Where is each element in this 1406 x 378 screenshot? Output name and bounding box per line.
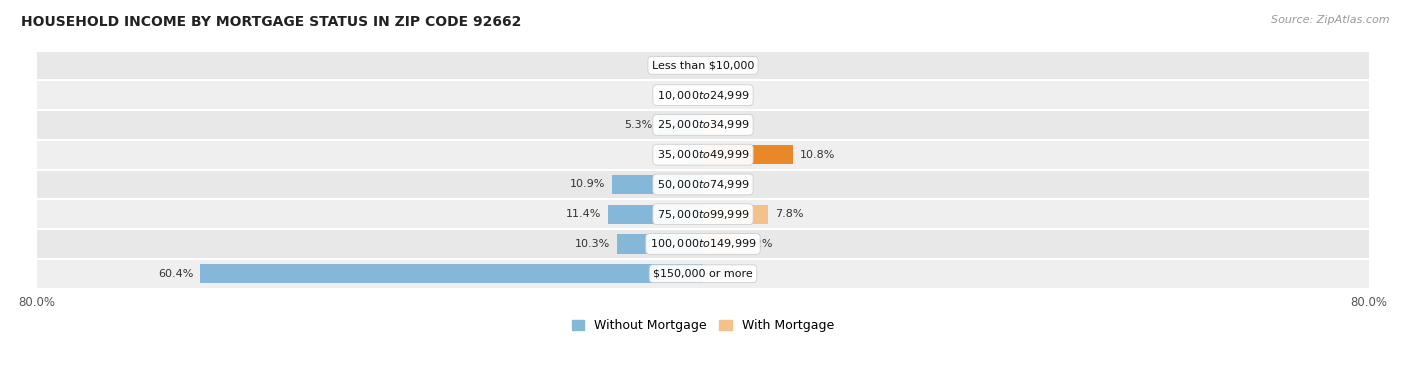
Bar [37,229,1369,259]
Bar [37,140,1369,170]
Bar [659,115,703,135]
Bar [703,204,768,224]
Text: $100,000 to $149,999: $100,000 to $149,999 [650,237,756,251]
Bar [37,110,1369,140]
Text: 0.0%: 0.0% [710,60,738,70]
Text: 0.0%: 0.0% [668,90,696,100]
Text: $10,000 to $24,999: $10,000 to $24,999 [657,89,749,102]
Text: $35,000 to $49,999: $35,000 to $49,999 [657,148,749,161]
Text: 10.3%: 10.3% [575,239,610,249]
Bar [607,204,703,224]
Bar [612,175,703,194]
Bar [37,51,1369,80]
Bar [37,80,1369,110]
Text: 0.0%: 0.0% [710,269,738,279]
Bar [200,264,703,284]
Text: $150,000 or more: $150,000 or more [654,269,752,279]
Text: 0.0%: 0.0% [710,90,738,100]
Bar [703,145,793,164]
Text: HOUSEHOLD INCOME BY MORTGAGE STATUS IN ZIP CODE 92662: HOUSEHOLD INCOME BY MORTGAGE STATUS IN Z… [21,15,522,29]
Text: 10.8%: 10.8% [800,150,835,160]
Bar [703,115,718,135]
Text: 7.8%: 7.8% [775,209,803,219]
Bar [37,259,1369,289]
Bar [617,234,703,254]
Text: $25,000 to $34,999: $25,000 to $34,999 [657,118,749,132]
Text: 1.8%: 1.8% [652,150,682,160]
Legend: Without Mortgage, With Mortgage: Without Mortgage, With Mortgage [567,314,839,337]
Text: Less than $10,000: Less than $10,000 [652,60,754,70]
Text: $50,000 to $74,999: $50,000 to $74,999 [657,178,749,191]
Bar [703,234,738,254]
Bar [37,170,1369,199]
Bar [37,199,1369,229]
Text: 60.4%: 60.4% [157,269,194,279]
Text: 11.4%: 11.4% [567,209,602,219]
Text: 0.0%: 0.0% [710,180,738,189]
Text: Source: ZipAtlas.com: Source: ZipAtlas.com [1271,15,1389,25]
Text: 0.0%: 0.0% [668,60,696,70]
Text: 1.8%: 1.8% [724,120,754,130]
Text: $75,000 to $99,999: $75,000 to $99,999 [657,208,749,221]
Bar [688,145,703,164]
Text: 4.2%: 4.2% [745,239,773,249]
Text: 10.9%: 10.9% [571,180,606,189]
Text: 5.3%: 5.3% [624,120,652,130]
